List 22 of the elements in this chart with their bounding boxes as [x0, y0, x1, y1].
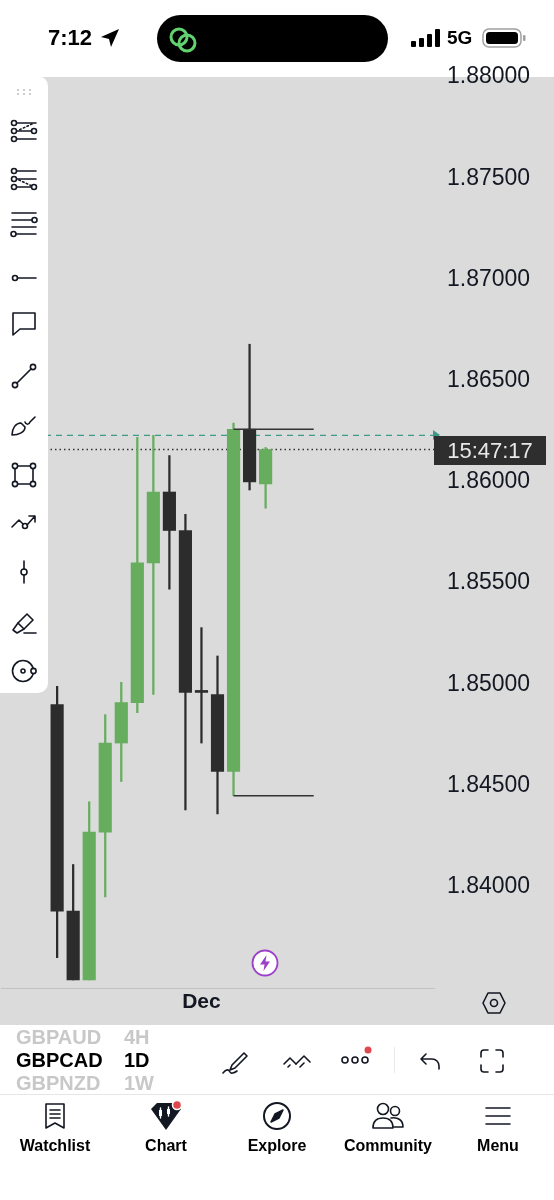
y-tick-label: 1.85000: [447, 669, 531, 696]
y-tick-label: 1.85500: [447, 568, 531, 595]
y-tick-label: 1.84000: [447, 872, 531, 899]
text: GBPCAD: [16, 1048, 103, 1072]
text: Chart: [145, 1136, 187, 1156]
candlestick: [194, 627, 209, 744]
text: 1D: [124, 1048, 150, 1072]
y-tick-label: 1.86500: [447, 366, 531, 393]
y-tick-label: 1.87000: [447, 264, 531, 291]
x-tick-label: Dec: [182, 989, 222, 1013]
text: 5G: [447, 26, 473, 50]
text: Community: [344, 1136, 432, 1156]
text: Explore: [247, 1136, 307, 1156]
text: 7:12: [48, 24, 93, 52]
text: Menu: [477, 1136, 519, 1156]
text: 15:47:17: [434, 435, 546, 465]
y-tick-label: 1.86000: [447, 467, 531, 494]
y-tick-label: 1.88000: [447, 62, 531, 89]
text: Watchlist: [19, 1136, 91, 1156]
candlestick: [162, 455, 176, 590]
y-tick-label: 1.84500: [447, 770, 531, 797]
y-tick-label: 1.87500: [447, 163, 531, 190]
